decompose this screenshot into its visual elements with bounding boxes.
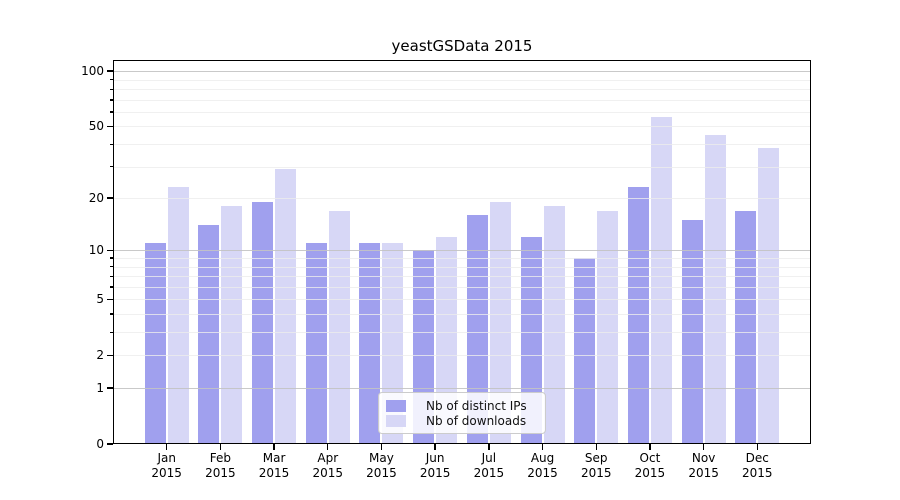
y-minor-tick-mark xyxy=(110,99,113,101)
y-tick-label: 1 xyxy=(96,381,104,395)
x-tick-mark xyxy=(488,444,490,450)
y-minor-tick-mark xyxy=(110,286,113,288)
y-minor-tick-mark xyxy=(110,111,113,113)
y-tick-mark xyxy=(107,387,113,389)
bar-ips-jul xyxy=(466,215,488,444)
x-tick-mark xyxy=(541,444,544,450)
x-tick-mark xyxy=(756,444,758,450)
gridline-minor xyxy=(114,313,810,315)
y-tick-label: 2 xyxy=(96,348,104,363)
bar-ips-sep xyxy=(574,257,596,444)
x-tick-mark xyxy=(273,444,275,450)
x-tick-label-may: May 2015 xyxy=(366,451,397,480)
y-tick-label: 10 xyxy=(88,243,104,258)
bar-ips-oct xyxy=(627,187,649,444)
gridline-major xyxy=(114,388,810,389)
bar-ips-feb xyxy=(198,225,220,444)
y-minor-tick-mark xyxy=(110,266,113,268)
bar-ips-may xyxy=(359,243,381,444)
legend: Nb of distinct IPs Nb of downloads xyxy=(378,392,546,434)
gridline-minor xyxy=(114,126,810,128)
gridline-major xyxy=(114,71,810,73)
legend-entry-ips: Nb of distinct IPs xyxy=(386,398,535,413)
x-tick-mark xyxy=(595,444,597,450)
y-minor-tick-mark xyxy=(110,143,113,145)
legend-label: Nb of downloads xyxy=(426,413,527,428)
y-minor-tick-mark xyxy=(110,257,113,259)
y-tick-label: 20 xyxy=(88,191,104,206)
bar-downloads-apr xyxy=(328,210,350,444)
y-tick-label: 50 xyxy=(88,119,104,134)
x-tick-label-feb: Feb 2015 xyxy=(205,451,236,480)
x-tick-mark xyxy=(327,444,329,450)
legend-swatch xyxy=(386,399,406,412)
bar-ips-mar xyxy=(252,202,274,444)
bar-ips-jan xyxy=(144,243,166,444)
x-tick-mark xyxy=(434,444,436,450)
bar-downloads-jan xyxy=(167,187,189,444)
gridline-minor xyxy=(114,299,810,301)
y-tick-label: 0 xyxy=(96,437,104,451)
y-minor-tick-mark xyxy=(110,275,113,277)
bar-downloads-feb xyxy=(221,206,243,444)
x-tick-mark xyxy=(649,444,651,450)
gridline-minor xyxy=(114,89,810,90)
x-tick-label-dec: Dec 2015 xyxy=(742,451,773,480)
chart-title: yeastGSData 2015 xyxy=(391,37,533,55)
gridline-minor xyxy=(114,166,810,168)
legend-swatch xyxy=(386,414,406,427)
x-tick-label-oct: Oct 2015 xyxy=(634,451,666,480)
y-minor-tick-mark xyxy=(110,88,113,90)
y-tick-label: 100 xyxy=(81,64,104,79)
x-tick-mark xyxy=(702,444,705,450)
bar-downloads-dec xyxy=(758,148,780,444)
y-minor-tick-mark xyxy=(110,79,113,81)
bar-downloads-sep xyxy=(597,210,619,444)
x-tick-mark xyxy=(219,444,222,450)
y-tick-mark xyxy=(107,70,113,72)
gridline-minor xyxy=(114,266,810,268)
x-tick-label-nov: Nov 2015 xyxy=(688,451,719,480)
bar-ips-dec xyxy=(735,210,757,444)
gridline-minor xyxy=(114,332,810,333)
gridline-minor xyxy=(114,355,810,357)
gridline-major xyxy=(114,250,810,252)
bar-downloads-aug xyxy=(543,206,565,444)
x-tick-label-jun: Jun 2015 xyxy=(419,451,451,480)
x-tick-label-mar: Mar 2015 xyxy=(258,451,290,480)
x-tick-label-sep: Sep 2015 xyxy=(580,451,612,480)
gridline-minor xyxy=(114,286,810,288)
bar-ips-apr xyxy=(305,243,327,444)
gridline-minor xyxy=(114,79,810,81)
y-minor-tick-mark xyxy=(110,166,113,168)
y-tick-mark xyxy=(107,354,113,356)
gridline-minor xyxy=(114,99,810,101)
x-tick-label-jul: Jul 2015 xyxy=(473,451,505,480)
y-tick-label: 5 xyxy=(96,292,104,307)
x-tick-label-jan: Jan 2015 xyxy=(151,451,182,480)
legend-entry-downloads: Nb of downloads xyxy=(386,413,535,428)
bar-downloads-jul xyxy=(489,202,511,444)
y-minor-tick-mark xyxy=(110,313,113,315)
gridline-minor xyxy=(114,257,810,259)
gridline-minor xyxy=(114,111,810,113)
y-tick-mark xyxy=(107,298,113,300)
y-tick-mark xyxy=(107,125,113,128)
x-tick-mark xyxy=(165,444,168,450)
legend-label: Nb of distinct IPs xyxy=(426,398,527,413)
gridline-minor xyxy=(114,276,810,278)
x-tick-label-aug: Aug 2015 xyxy=(527,451,558,480)
gridline-minor xyxy=(114,144,810,145)
x-tick-mark xyxy=(380,444,383,450)
y-tick-mark xyxy=(107,197,113,199)
y-tick-mark xyxy=(107,443,113,445)
bar-downloads-mar xyxy=(275,169,297,444)
bar-downloads-nov xyxy=(704,134,726,444)
gridline-minor xyxy=(114,198,810,200)
x-tick-label-apr: Apr 2015 xyxy=(312,451,344,480)
y-minor-tick-mark xyxy=(110,331,113,333)
y-tick-mark xyxy=(107,249,113,251)
